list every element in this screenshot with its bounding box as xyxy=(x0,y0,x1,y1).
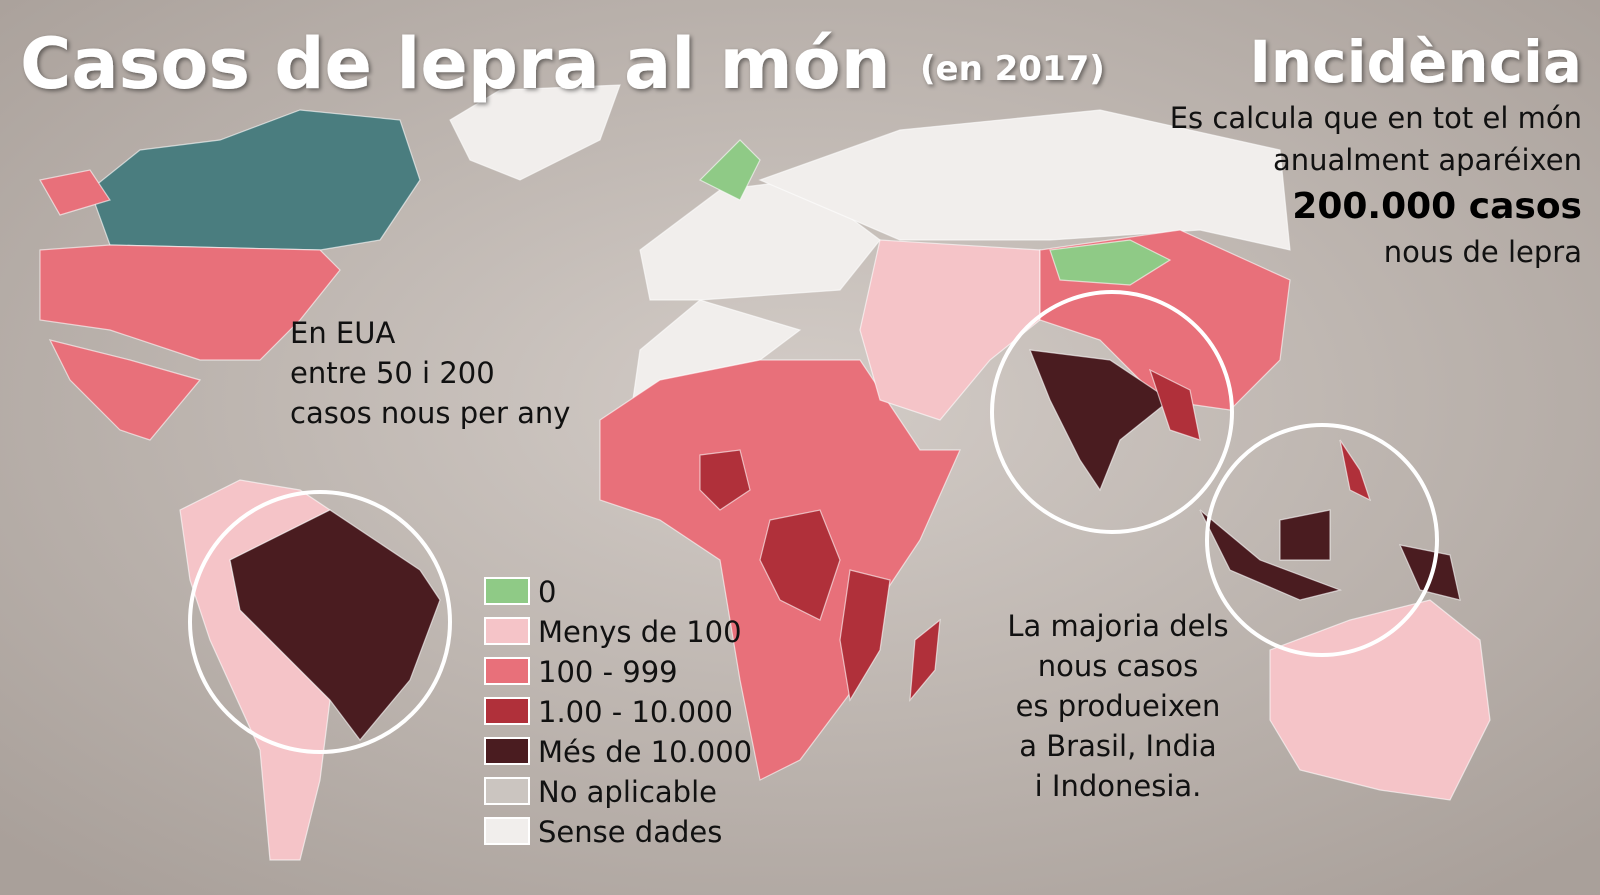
highlight-ring xyxy=(188,490,452,754)
incidence-title: Incidència xyxy=(1249,28,1582,96)
legend-swatch xyxy=(484,777,530,805)
borneo xyxy=(1279,509,1331,561)
legend-label: Més de 10.000 xyxy=(538,735,752,769)
highlight-ring xyxy=(1205,423,1439,657)
nigeria xyxy=(699,449,751,511)
incidence-text: Es calcula que en tot el món anualment ap… xyxy=(1170,101,1582,269)
note-line: nous casos xyxy=(1038,649,1199,683)
title: Casos de lepra al món xyxy=(20,23,891,105)
legend-label: Menys de 100 xyxy=(538,615,742,649)
legend-label: 0 xyxy=(538,575,556,609)
incidence-line: anualment aparéixen xyxy=(1273,143,1582,177)
note-line: En EUA xyxy=(290,316,395,350)
legend-label: Sense dades xyxy=(538,815,722,849)
world-map xyxy=(39,84,1491,861)
mexico xyxy=(48,339,202,441)
brazil xyxy=(229,509,441,741)
legend-swatch xyxy=(484,817,530,845)
congo xyxy=(759,509,841,621)
legend-label: 1.00 - 10.000 xyxy=(538,695,733,729)
russia xyxy=(758,109,1291,251)
note-line: entre 50 i 200 xyxy=(290,356,495,390)
note-line: a Brasil, India xyxy=(1019,729,1216,763)
note-line: es produeixen xyxy=(1016,689,1221,723)
legend-swatch xyxy=(484,617,530,645)
sumatra-java xyxy=(1199,509,1343,601)
alaska xyxy=(39,169,111,216)
incidence-line: Es calcula que en tot el món xyxy=(1170,101,1582,135)
note-line: La majoria dels xyxy=(1007,609,1228,643)
mozambique xyxy=(839,569,891,702)
philippines xyxy=(1339,439,1372,502)
usa xyxy=(39,244,341,361)
incidence-line: 200.000 casos xyxy=(1292,186,1582,227)
legend: 0 Menys de 100 100 - 999 1.00 - 10.000 Més d… xyxy=(484,575,752,849)
australia xyxy=(1269,599,1491,801)
legend-swatch xyxy=(484,697,530,725)
greenland xyxy=(449,84,621,181)
note-line: i Indonesia. xyxy=(1035,769,1202,803)
note-line: casos nous per any xyxy=(290,396,570,430)
papua xyxy=(1398,544,1461,601)
legend-swatch xyxy=(484,657,530,685)
legend-label: 100 - 999 xyxy=(538,655,678,689)
legend-label: No aplicable xyxy=(538,775,717,809)
myanmar xyxy=(1148,368,1201,441)
legend-swatch xyxy=(484,577,530,605)
notes: En EUA entre 50 i 200 casos nous per any La… xyxy=(290,316,1229,803)
incidence-line: nous de lepra xyxy=(1384,235,1582,269)
mongolia xyxy=(1049,239,1172,286)
madagascar xyxy=(909,618,941,702)
subtitle: (en 2017) xyxy=(920,49,1105,89)
legend-swatch xyxy=(484,737,530,765)
scandinavia xyxy=(698,139,761,201)
highlight-ring xyxy=(990,290,1234,534)
india xyxy=(1029,349,1172,492)
